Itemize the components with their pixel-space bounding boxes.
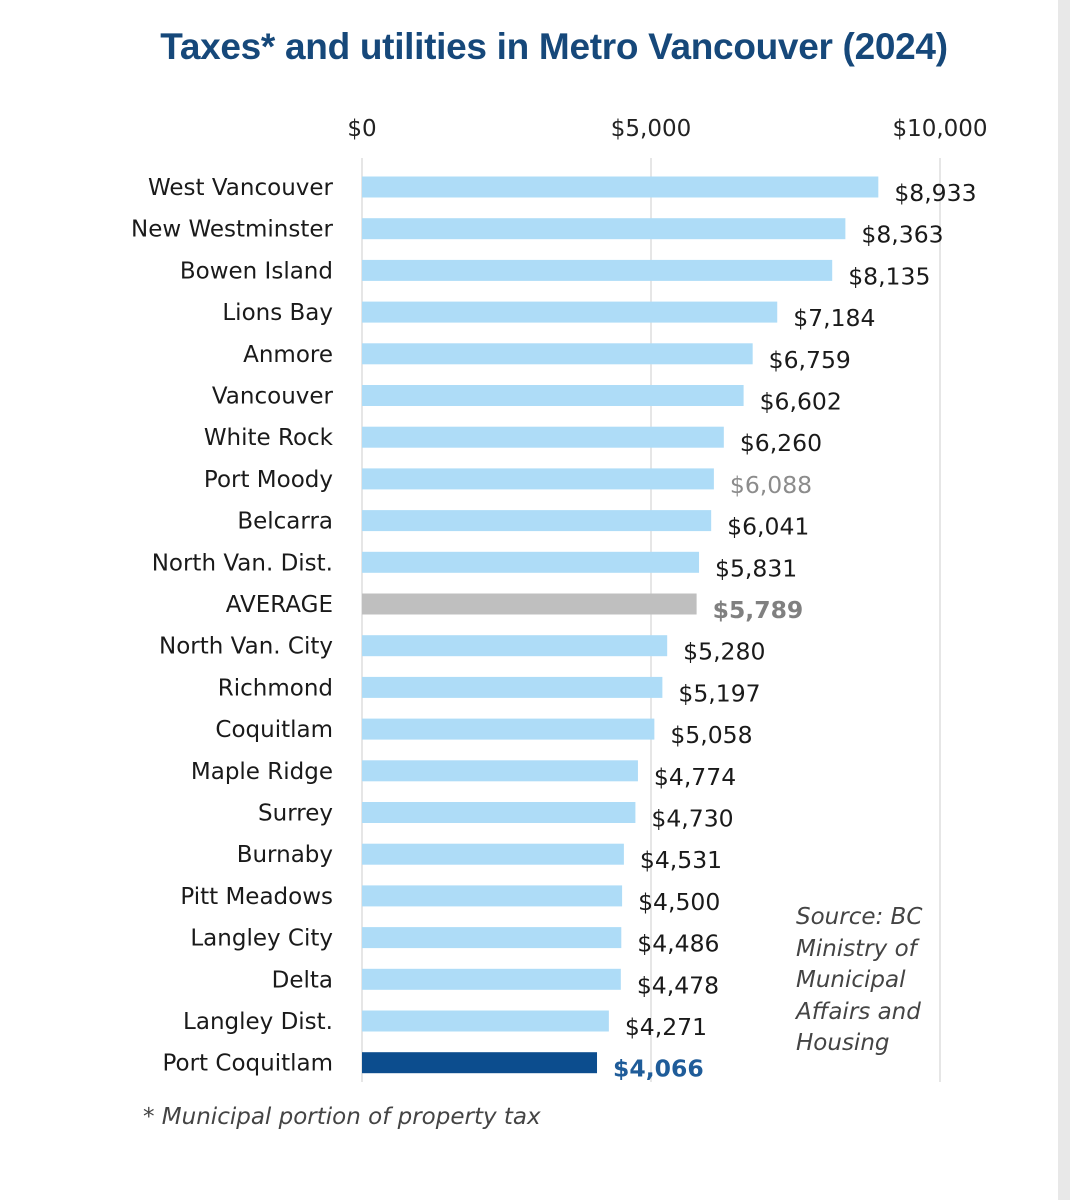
- category-label: Richmond: [218, 675, 333, 701]
- bar-delta: [362, 968, 621, 990]
- category-label: AVERAGE: [226, 592, 333, 618]
- bar-maple-ridge: [362, 760, 638, 782]
- category-label: Bowen Island: [180, 258, 333, 284]
- value-label-surrey: $4,730: [651, 805, 733, 833]
- bar-west-vancouver: [362, 176, 879, 198]
- value-label-port-moody: $6,088: [730, 471, 812, 499]
- category-label: North Van. Dist.: [152, 550, 333, 576]
- value-label-richmond: $5,197: [678, 679, 760, 707]
- bar-pitt-meadows: [362, 885, 623, 907]
- bars: [362, 176, 879, 1074]
- value-label-average: $5,789: [713, 596, 804, 624]
- value-label-delta: $4,478: [637, 971, 719, 999]
- side-strip: [1058, 0, 1070, 1200]
- category-label: Pitt Meadows: [180, 884, 333, 910]
- value-label-west-vancouver: $8,933: [894, 179, 976, 207]
- value-label-maple-ridge: $4,774: [654, 763, 736, 791]
- value-label-anmore: $6,759: [769, 346, 851, 374]
- value-label-new-westminster: $8,363: [861, 221, 943, 249]
- value-label-vancouver: $6,602: [760, 388, 842, 416]
- bar-new-westminster: [362, 218, 846, 240]
- category-label: North Van. City: [159, 634, 333, 660]
- bar-lions-bay: [362, 301, 778, 323]
- source-note: Source: BC Ministry of Municipal Affairs…: [796, 904, 923, 1056]
- bar-belcarra: [362, 510, 712, 532]
- bar-coquitlam: [362, 718, 655, 740]
- x-tick-label: $5,000: [611, 116, 691, 142]
- bar-north-van-city: [362, 635, 668, 657]
- bar-bowen-island: [362, 259, 833, 281]
- bar-chart: $0 $5,000 $10,000 West Vancouver $8,933 New …: [131, 116, 988, 1083]
- bar-surrey: [362, 802, 636, 823]
- bar-port-moody: [362, 468, 714, 490]
- x-tick-label: $10,000: [892, 116, 987, 142]
- bar-north-van-dist: [362, 551, 700, 573]
- x-tick-label: $0: [347, 116, 376, 142]
- bar-anmore: [362, 343, 753, 365]
- x-axis-ticks: $0 $5,000 $10,000: [347, 116, 987, 142]
- category-label: Maple Ridge: [191, 759, 333, 785]
- category-label: West Vancouver: [148, 175, 334, 201]
- value-label-belcarra: $6,041: [727, 513, 809, 541]
- category-label: Langley Dist.: [183, 1009, 333, 1035]
- bar-burnaby: [362, 843, 624, 865]
- footnote: * Municipal portion of property tax: [143, 1104, 541, 1130]
- value-label-coquitlam: $5,058: [670, 721, 752, 749]
- bar-average: [362, 593, 697, 615]
- chart-title: Taxes* and utilities in Metro Vancouver …: [160, 26, 948, 67]
- category-label: Belcarra: [237, 509, 333, 535]
- value-label-lions-bay: $7,184: [793, 304, 875, 332]
- category-label: White Rock: [204, 425, 334, 451]
- category-label: Delta: [272, 967, 333, 993]
- category-label: New Westminster: [131, 217, 334, 243]
- value-label-langley-city: $4,486: [637, 930, 719, 958]
- bar-port-coquitlam: [362, 1052, 598, 1074]
- value-label-white-rock: $6,260: [740, 429, 822, 457]
- bar-richmond: [362, 676, 663, 698]
- value-label-langley-dist: $4,271: [625, 1013, 707, 1041]
- category-label: Port Moody: [204, 467, 333, 493]
- bar-white-rock: [362, 426, 724, 448]
- value-label-north-van-dist: $5,831: [715, 554, 797, 582]
- category-label: Coquitlam: [215, 717, 333, 743]
- value-label-pitt-meadows: $4,500: [638, 888, 720, 916]
- bar-langley-city: [362, 927, 622, 949]
- labels: West Vancouver $8,933 New Westminster $8,36…: [131, 175, 977, 1083]
- value-label-port-coquitlam: $4,066: [613, 1055, 704, 1083]
- bar-vancouver: [362, 385, 744, 406]
- value-label-bowen-island: $8,135: [848, 262, 930, 290]
- category-label: Langley City: [190, 926, 333, 952]
- category-label: Burnaby: [237, 842, 333, 868]
- category-label: Lions Bay: [222, 300, 333, 326]
- category-label: Port Coquitlam: [162, 1051, 333, 1077]
- value-label-north-van-city: $5,280: [683, 638, 765, 666]
- category-label: Vancouver: [212, 384, 334, 410]
- category-label: Surrey: [258, 801, 333, 827]
- value-label-burnaby: $4,531: [640, 846, 722, 874]
- category-label: Anmore: [243, 342, 333, 368]
- bar-langley-dist: [362, 1010, 609, 1032]
